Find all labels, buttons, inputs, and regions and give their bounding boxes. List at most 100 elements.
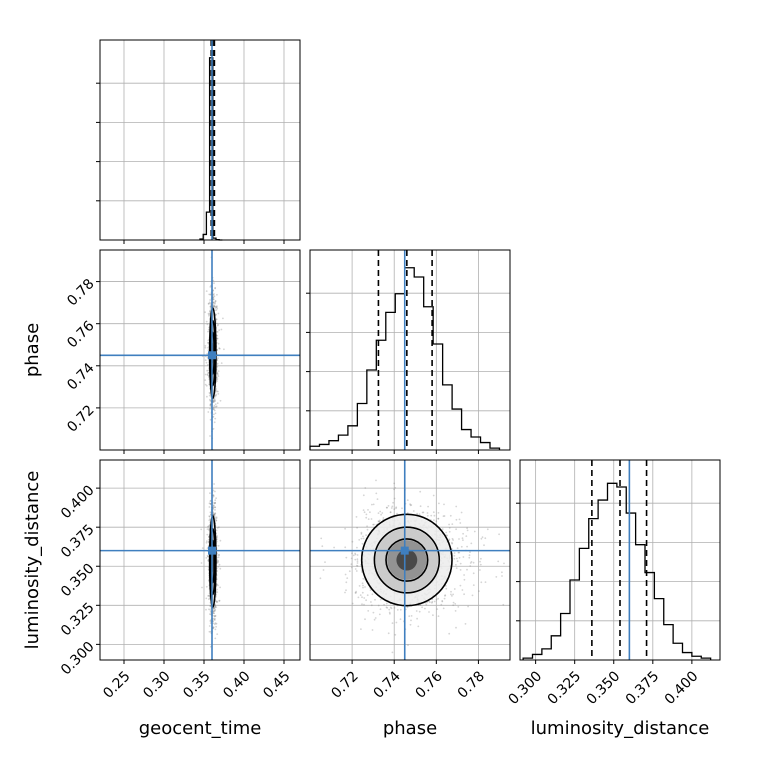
sample-point (463, 574, 465, 576)
sample-point (212, 298, 215, 300)
sample-point (362, 494, 365, 497)
sample-point (426, 514, 429, 517)
sample-point (218, 563, 221, 566)
sample-point (532, 549, 534, 551)
sample-point (212, 279, 215, 282)
sample-point (212, 610, 215, 613)
sample-point (213, 305, 216, 308)
sample-point (208, 630, 211, 633)
truth-marker (400, 546, 409, 555)
sample-point (204, 359, 207, 362)
sample-point (441, 600, 444, 602)
sample-point (205, 384, 208, 387)
sample-point (356, 565, 359, 567)
sample-point (213, 398, 216, 401)
sample-point (212, 401, 215, 403)
sample-point (218, 347, 221, 350)
sample-point (370, 601, 372, 603)
sample-point (219, 586, 222, 589)
sample-point (358, 539, 361, 541)
sample-point (208, 594, 210, 597)
sample-point (292, 542, 294, 544)
sample-point (456, 547, 459, 550)
sample-point (212, 495, 215, 498)
sample-point (448, 538, 451, 541)
sample-point (215, 625, 218, 628)
x-tick-label: 0.74 (370, 668, 403, 701)
sample-point (407, 644, 409, 647)
sample-point (214, 307, 216, 310)
sample-point (480, 537, 483, 540)
sample-point (220, 362, 223, 364)
sample-point (213, 413, 215, 416)
sample-point (443, 515, 446, 517)
sample-point (418, 610, 421, 613)
sample-point (436, 608, 439, 610)
sample-point (463, 593, 465, 596)
sample-point (370, 604, 373, 607)
sample-point (322, 569, 325, 571)
sample-point (390, 607, 393, 610)
sample-point (215, 516, 218, 519)
sample-point (209, 604, 212, 607)
sample-point (209, 609, 212, 611)
hist-panel-geocent_time (96, 39, 301, 241)
sample-point (217, 565, 220, 568)
sample-point (301, 554, 303, 556)
sample-point (393, 497, 396, 500)
sample-point (440, 603, 443, 606)
sample-point (214, 403, 217, 406)
sample-point (362, 535, 364, 538)
sample-point (212, 494, 215, 497)
x-tick-label: 0.375 (623, 668, 663, 708)
sample-point (350, 557, 353, 560)
sample-point (433, 600, 436, 603)
sample-point (213, 513, 216, 516)
sample-point (209, 310, 211, 313)
sample-point (459, 522, 462, 524)
sample-point (437, 517, 440, 520)
sample-point (344, 527, 346, 530)
sample-point (217, 584, 219, 587)
sample-point (212, 406, 215, 408)
sample-point (200, 528, 203, 531)
sample-point (426, 512, 429, 514)
sample-point (365, 599, 367, 602)
sample-point (544, 578, 546, 580)
sample-point (208, 625, 211, 627)
sample-point (216, 570, 219, 572)
sample-point (209, 622, 212, 625)
sample-point (450, 593, 452, 596)
sample-point (433, 514, 436, 517)
sample-point (215, 318, 218, 321)
sample-point (212, 608, 215, 610)
sample-point (410, 615, 413, 617)
y-tick-label: 0.78 (64, 276, 97, 309)
sample-point (215, 390, 218, 393)
sample-point (209, 308, 212, 310)
sample-point (464, 623, 467, 625)
sample-point (501, 571, 503, 574)
sample-point (204, 311, 207, 314)
sample-point (204, 345, 207, 347)
sample-point (214, 606, 217, 609)
sample-point (212, 504, 215, 507)
y-tick-label: 0.300 (58, 639, 98, 679)
sample-point (213, 305, 216, 307)
sample-point (372, 523, 374, 526)
sample-point (215, 497, 218, 500)
contour-2 (385, 538, 429, 582)
sample-point (394, 633, 397, 636)
sample-point (213, 514, 215, 516)
sample-point (362, 509, 365, 511)
sample-point (396, 609, 399, 611)
sample-point (372, 503, 375, 506)
sample-point (215, 393, 218, 396)
sample-point (213, 615, 216, 618)
sample-point (445, 587, 448, 590)
sample-point (366, 528, 369, 531)
sample-point (410, 619, 412, 622)
sample-point (319, 577, 322, 580)
sample-point (363, 597, 366, 599)
sample-point (432, 511, 435, 514)
